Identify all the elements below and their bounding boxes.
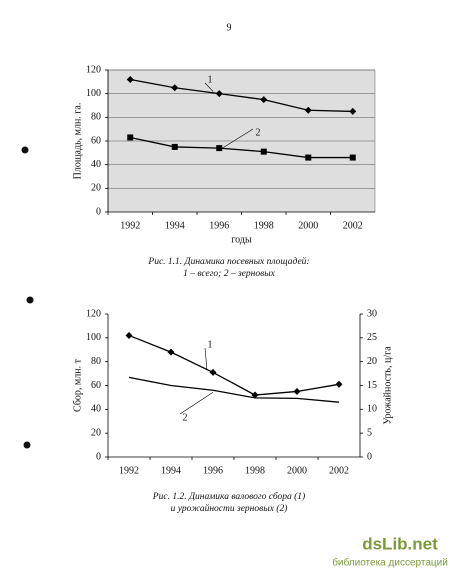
x-tick-label: 1998 [245, 465, 265, 476]
page-number: 9 [227, 22, 232, 33]
y-tick-label: 100 [86, 332, 101, 343]
label-leader [219, 128, 254, 151]
series-line [128, 334, 340, 396]
caption: Рис. 1.1. Динамика посевных площадей: [147, 256, 309, 267]
marker [293, 387, 301, 395]
watermark-tagline: библиотека диссертаций [332, 557, 448, 569]
marker [171, 143, 178, 150]
y-tick-label: 60 [91, 135, 101, 146]
y-tick-label: 20 [91, 427, 101, 438]
marker [209, 368, 217, 376]
marker [260, 96, 268, 104]
y2-tick-label: 20 [367, 356, 377, 367]
series-label: 2 [183, 412, 188, 423]
label-leader [204, 347, 208, 371]
marker [171, 84, 179, 92]
y-tick-label: 100 [86, 88, 101, 99]
y2-tick-label: 5 [367, 427, 372, 438]
caption: Рис. 1.2. Динамика валового сбора (1) [152, 491, 305, 502]
marker [335, 380, 343, 388]
x-tick-label: 1998 [254, 220, 274, 231]
y-tick-label: 40 [91, 404, 101, 415]
y2-tick-label: 25 [367, 332, 377, 343]
y-tick-label: 120 [86, 308, 101, 319]
x-tick-label: 1996 [203, 465, 223, 476]
label-leader [179, 392, 214, 415]
y-tick-label: 80 [91, 112, 101, 123]
punch-hole [21, 146, 29, 154]
marker [305, 154, 312, 161]
punch-hole [23, 441, 31, 449]
marker [127, 134, 134, 141]
y2-tick-label: 0 [367, 451, 372, 462]
x-tick-label: 1992 [120, 220, 140, 231]
y2-tick-label: 30 [367, 308, 377, 319]
punch-hole [26, 296, 34, 304]
marker [167, 348, 175, 356]
series-line [130, 78, 353, 113]
marker [215, 90, 223, 98]
marker [216, 145, 223, 152]
marker [349, 107, 357, 115]
marker [125, 331, 133, 339]
y-tick-label: 0 [96, 451, 101, 462]
x-tick-label: 1992 [119, 465, 139, 476]
x-tick-label: 1996 [209, 220, 229, 231]
marker [260, 148, 267, 155]
label-leader [204, 82, 214, 92]
x-tick-label: 2000 [298, 220, 318, 231]
caption: и урожайности зерновых (2) [171, 503, 288, 514]
x-tick-label: 2002 [343, 220, 363, 231]
y-tick-label: 20 [91, 183, 101, 194]
marker [304, 106, 312, 114]
y-tick-label: 0 [96, 206, 101, 217]
y-axis-label: Сбор, млн. т [72, 358, 83, 412]
y-tick-label: 120 [86, 64, 101, 75]
series-label: 2 [256, 127, 261, 138]
marker [126, 75, 134, 83]
series-label: 1 [208, 339, 213, 350]
series-line [128, 376, 340, 403]
watermark-logo: dsLib.net [362, 534, 438, 553]
x-tick-label: 2002 [329, 465, 349, 476]
series-label: 1 [208, 74, 213, 85]
y2-tick-label: 10 [367, 404, 377, 415]
y2-axis-label: Урожайность, ц/га [382, 346, 393, 425]
x-tick-label: 1994 [161, 465, 181, 476]
marker [349, 154, 356, 161]
caption: 1 – всего; 2 – зерновых [183, 269, 275, 279]
y-tick-label: 40 [91, 159, 101, 170]
marker [251, 391, 259, 399]
plot-area [108, 314, 360, 457]
x-tick-label: 2000 [287, 465, 307, 476]
x-tick-label: 1994 [165, 220, 185, 231]
x-axis-label: годы [231, 234, 252, 245]
y-axis-label: Площадь, млн. га. [72, 103, 83, 180]
y-tick-label: 80 [91, 356, 101, 367]
series-line [130, 136, 353, 159]
y2-tick-label: 15 [367, 380, 377, 391]
y-tick-label: 60 [91, 380, 101, 391]
